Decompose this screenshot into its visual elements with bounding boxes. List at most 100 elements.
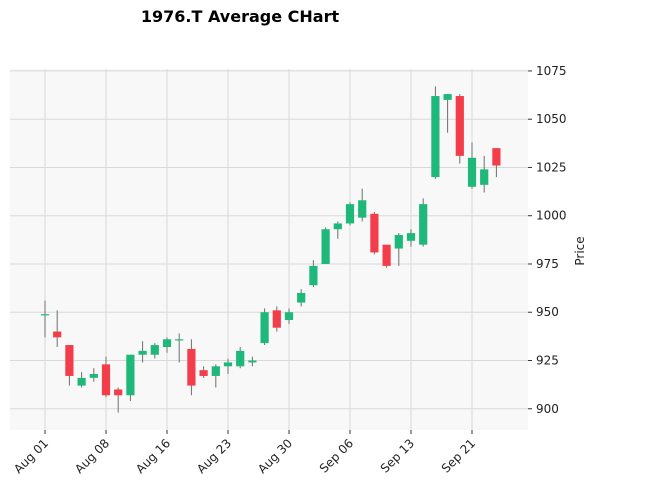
candle-body-down [65,345,74,376]
candle [443,94,452,133]
candle [370,211,379,255]
candles [40,86,501,413]
candle-body-up [248,360,257,363]
candle-body-down [492,148,501,166]
candle [333,221,342,239]
candle [89,368,98,382]
chart-title: 1976.T Average CHart [141,7,340,26]
candle [284,308,294,324]
candle [211,364,220,388]
candle-body-up [333,223,342,230]
candle-body-up [150,345,159,355]
candle-body-up [345,204,355,224]
candle-body-up [480,169,489,185]
x-tick-label: Aug 08 [72,436,112,476]
candle [309,260,318,288]
candle [248,356,257,367]
candle-body-up [321,229,330,264]
candle-body-down [272,310,281,328]
x-tick-label: Sep 21 [439,436,478,475]
candle-body-up [419,204,428,245]
y-tick-label: 1075 [536,64,567,78]
candle [126,354,135,402]
candle-body-down [370,213,379,253]
candle-body-up [77,377,86,386]
candle-body-up [126,354,135,396]
candle [77,372,86,388]
candle-body-up [260,312,269,344]
candle [223,358,233,375]
candle-body-down [53,331,62,338]
candle-body-down [455,96,464,156]
candle [297,289,306,307]
candle [162,337,172,353]
candle [321,227,330,264]
y-tick-label: 1050 [536,112,567,126]
grid-lines [10,69,528,430]
candle-body-up [138,350,147,355]
y-axis-label: Price [573,236,587,265]
candle-body-up [467,157,477,187]
candle [272,306,281,332]
candle-body-down [114,389,123,396]
candle-body-up [40,314,50,316]
candle [394,233,403,266]
y-axis: 900 925 950 975 1000 1025 1050 1075 [528,64,567,416]
candle-body-up [297,292,306,303]
candle-body-down [199,370,208,376]
candle [236,346,245,369]
x-axis: Aug 01 Aug 08 Aug 16 Aug 23 Aug 30 Sep 06 Sep … [11,430,478,476]
candle [53,310,62,347]
candle [138,341,147,363]
candle [455,94,464,164]
candle [40,300,50,338]
candle-body-up [89,374,98,378]
candle-body-up [284,312,294,320]
candle [187,339,196,396]
candle-body-up [394,235,403,249]
y-tick-label: 900 [536,402,559,416]
candle-body-up [443,94,452,100]
candle-body-down [382,244,391,266]
x-tick-label: Sep 06 [317,436,356,475]
candle [175,333,184,363]
candle [114,387,123,413]
x-tick-label: Aug 01 [11,436,51,476]
y-tick-label: 1025 [536,160,567,174]
plot-area [10,69,528,430]
x-tick-label: Aug 30 [255,436,295,476]
y-tick-label: 975 [536,257,559,271]
y-tick-label: 950 [536,305,559,319]
candle [345,202,355,226]
candle-body-up [406,233,416,241]
candle-body-up [236,350,245,367]
candle-body-up [431,96,440,178]
candle [406,229,416,247]
x-tick-label: Aug 23 [194,436,234,476]
candle-body-up [175,339,184,341]
candle [260,308,269,346]
candle [431,86,440,180]
x-tick-label: Aug 16 [133,436,173,476]
candle [101,356,111,398]
candle [382,244,391,268]
candle-body-up [162,339,172,347]
candle [358,188,367,222]
candle [65,345,74,386]
x-tick-label: Sep 13 [378,436,417,475]
candle-body-up [223,362,233,367]
candle [199,366,208,378]
candle-body-up [211,366,220,376]
candle [150,343,159,359]
candle-body-down [187,348,196,386]
candle [492,148,501,178]
candle-body-up [309,265,318,286]
candle-body-down [101,364,111,396]
y-tick-label: 925 [536,354,559,368]
candle [480,155,489,193]
y-tick-label: 1000 [536,209,567,223]
candle-body-up [358,200,367,218]
candle [467,142,477,189]
candle [419,198,428,247]
